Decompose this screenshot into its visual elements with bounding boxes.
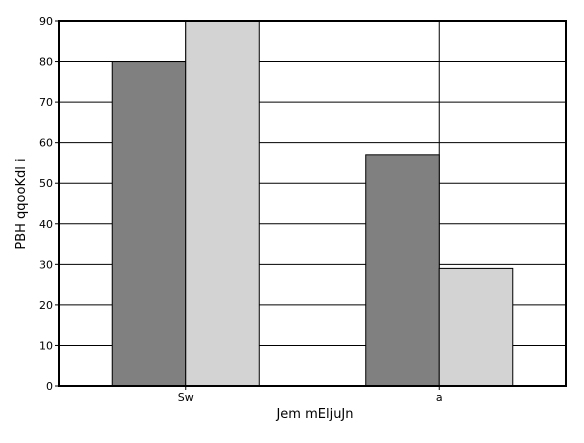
bars [111,20,514,387]
bar-a-series-2 [438,267,514,387]
y-tick-label: 70 [39,96,53,109]
y-tick-label: 90 [39,15,53,28]
y-tick-label: 80 [39,56,53,69]
bar-sw-series-2 [185,20,260,387]
x-axis-label: Jem mEljuJn [275,407,353,422]
y-axis-label: PBH qqooKdl i [14,158,29,249]
y-tick-label: 60 [39,137,53,150]
x-tick-label: a [436,391,443,404]
y-tick-label: 40 [39,218,53,231]
bar-a-series-1 [365,154,440,387]
y-tick-label: 0 [46,380,53,393]
y-tick-label: 50 [39,177,53,190]
bar-sw-series-1 [111,61,187,387]
axes: 0 10 20 30 40 50 60 70 80 90 Sw a [39,15,567,404]
y-tick-label: 20 [39,299,53,312]
plot-frame [58,20,567,387]
y-tick-label: 30 [39,258,53,271]
y-tick-label: 10 [39,339,53,352]
x-tick-label: Sw [178,391,194,404]
